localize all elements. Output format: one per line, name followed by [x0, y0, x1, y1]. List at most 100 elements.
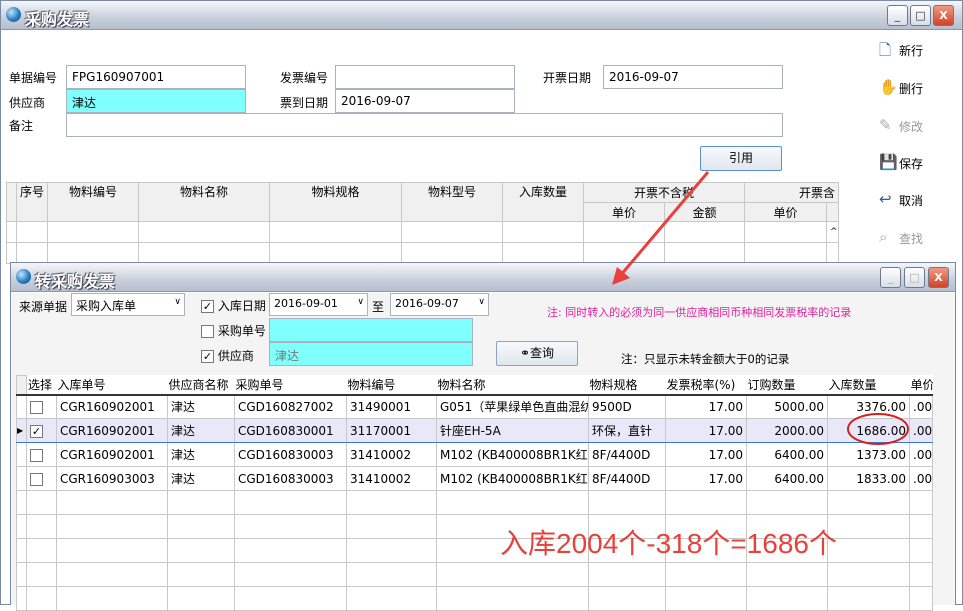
po-filter-checkbox[interactable]: 采购单号: [201, 322, 266, 339]
col-header: 单价: [583, 202, 665, 222]
query-button[interactable]: ⚭查询: [496, 341, 578, 366]
select-checkbox[interactable]: ✓: [26, 418, 57, 443]
table-row[interactable]: ▶ ✓ CGR160902001 津达 CGD160830001 31170001 针座EH…: [16, 418, 933, 443]
main-title: 采购发票: [25, 10, 90, 29]
select-checkbox[interactable]: [26, 466, 57, 491]
col-header: 物料名称: [436, 375, 589, 395]
date-to-picker[interactable]: 2016-09-07 ∨: [390, 293, 489, 316]
remark-label: 备注: [9, 119, 34, 133]
col-group-header: 开票不含税: [582, 182, 746, 203]
doc-no-label: 单据编号: [9, 71, 58, 85]
cell: 1373.00: [827, 442, 910, 467]
chevron-down-icon: ∨: [478, 297, 485, 307]
cell: 津达: [167, 394, 235, 419]
col-header: 单价: [744, 202, 828, 222]
doc-no-input[interactable]: FPG160907001: [66, 65, 246, 89]
date-filter-checkbox[interactable]: ✓ 入库日期: [201, 299, 266, 313]
toolbar-find-button[interactable]: ⌕ 查找: [879, 228, 924, 246]
po-input[interactable]: [269, 318, 473, 342]
cell: CGD160830001: [234, 418, 347, 443]
invoice-date-label: 开票日期: [543, 71, 592, 85]
invoice-no-input[interactable]: [335, 65, 515, 89]
minimize-button[interactable]: _: [887, 5, 908, 26]
toolbar-save-button[interactable]: 💾 保存: [879, 153, 924, 171]
toolbar-new-page-button[interactable]: 🗋 新行: [879, 41, 924, 59]
cell: 津达: [167, 418, 235, 443]
new-page-icon: 🗋: [879, 41, 892, 59]
cell: 5000.00: [746, 394, 828, 419]
binoculars-icon: ⚭: [519, 346, 531, 360]
cell: 6400.00: [746, 466, 828, 491]
table-row[interactable]: CGR160903003 津达 CGD160830003 31410002 M102 (…: [16, 466, 933, 491]
invoice-date-input[interactable]: 2016-09-07: [603, 65, 783, 89]
cell: CGD160830003: [234, 442, 347, 467]
cell: 31170001: [346, 418, 437, 443]
cell: 6400.00: [746, 442, 828, 467]
close-button[interactable]: X: [928, 267, 949, 288]
table-row[interactable]: CGR160902001 津达 CGD160827002 31490001 G051（苹…: [16, 394, 933, 419]
col-header: 物料编号: [346, 375, 437, 395]
col-header: 发票税率(%): [665, 375, 747, 395]
cell: 17.00: [665, 466, 747, 491]
date-from-picker[interactable]: 2016-09-01 ∨: [269, 293, 368, 316]
cancel-icon: ↩: [879, 190, 892, 208]
app-globe-icon: [16, 269, 31, 284]
remark-input[interactable]: [66, 113, 783, 137]
cell: 津达: [167, 442, 235, 467]
empty-row: [16, 514, 933, 539]
maximize-button[interactable]: □: [904, 267, 925, 288]
col-header: 供应商名称: [167, 375, 235, 395]
close-button[interactable]: X: [933, 5, 954, 26]
app-globe-icon: [6, 7, 21, 22]
supplier-input[interactable]: 津达: [66, 89, 246, 113]
col-header: 物料规格: [269, 182, 402, 222]
chevron-down-icon: ∨: [357, 297, 364, 307]
supplier-label: 供应商: [9, 96, 46, 110]
col-header: 入库数量: [827, 375, 910, 395]
minimize-button[interactable]: _: [880, 267, 901, 288]
col-header: 金额: [663, 202, 746, 222]
col-header: 入库单号: [56, 375, 168, 395]
cell: CGR160902001: [56, 442, 168, 467]
cell: CGR160902001: [56, 418, 168, 443]
cell: M102 (KB400008BR1K红色: [436, 466, 589, 491]
dialog-titlebar: 转采购发票 _ □ X: [11, 263, 955, 292]
arrival-date-input[interactable]: 2016-09-07: [335, 89, 515, 113]
col-header: 物料型号: [401, 182, 503, 222]
annotation-text: 入库2004个-318个=1686个: [500, 528, 837, 559]
scroll-up-arrow[interactable]: ^: [826, 221, 840, 243]
cell: 31410002: [346, 442, 437, 467]
cell: 1686.00: [827, 418, 910, 443]
source-select[interactable]: 采购入库单 ∨: [71, 293, 185, 316]
cell: 17.00: [665, 418, 747, 443]
date-to-label: 至: [372, 300, 385, 314]
cell: 17.00: [665, 442, 747, 467]
cell: CGD160830003: [234, 466, 347, 491]
col-header: 选择: [26, 375, 57, 395]
cell: CGD160827002: [234, 394, 347, 419]
supplier-filter-checkbox[interactable]: ✓ 供应商: [201, 349, 254, 363]
main-titlebar: 采购发票 _ □ X: [1, 1, 962, 30]
dialog-title: 转采购发票: [35, 272, 116, 291]
col-header: 采购单号: [234, 375, 347, 395]
cell: 津达: [167, 466, 235, 491]
table-row[interactable]: CGR160902001 津达 CGD160830003 31410002 M102 (…: [16, 442, 933, 467]
cell: .00: [909, 418, 933, 443]
cell: 环保，直针: [588, 418, 666, 443]
toolbar-edit-button[interactable]: ✎ 修改: [879, 116, 924, 134]
cell: 针座EH-5A: [436, 418, 589, 443]
toolbar-cancel-button[interactable]: ↩ 取消: [879, 190, 924, 208]
source-label: 来源单据: [19, 300, 68, 314]
cite-button[interactable]: 引用: [700, 146, 782, 171]
highlight-circle: [847, 413, 909, 445]
col-header: 单价: [909, 375, 933, 395]
maximize-button[interactable]: □: [910, 5, 931, 26]
transfer-dialog: 转采购发票 _ □ X 来源单据 采购入库单 ∨ ✓ 入库日期 2016-09-0…: [10, 262, 956, 611]
arrival-date-label: 票到日期: [280, 96, 329, 110]
note-unconverted: 注：只显示未转金额大于0的记录: [621, 352, 790, 366]
supplier-filter-input[interactable]: 津达: [269, 342, 473, 366]
cell: CGR160902001: [56, 394, 168, 419]
toolbar-delete-row-button[interactable]: ✋ 删行: [879, 78, 924, 96]
